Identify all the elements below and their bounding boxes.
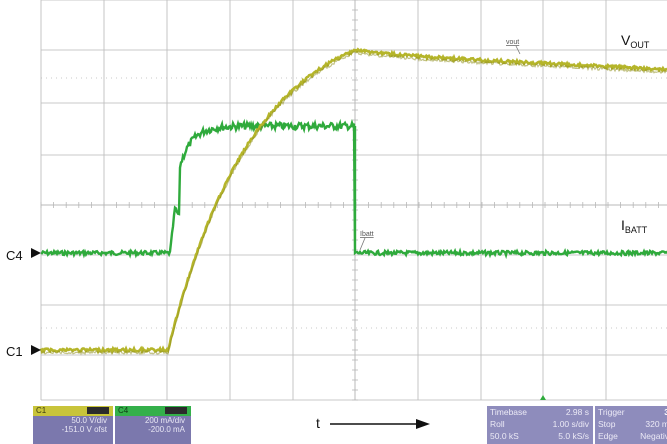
timebase-samples: 50.0 kS: [490, 431, 519, 441]
vout-trace-noise: [40, 51, 667, 356]
channel-c1-name: C1: [36, 406, 47, 415]
vout-trace: [39, 47, 667, 356]
timebase-descriptor[interactable]: Timebase 2.98 s Roll 1.00 s/div 50.0 kS …: [487, 406, 593, 444]
timebase-mode-row: Roll 1.00 s/div: [487, 418, 593, 430]
trigger-slope: Negativ: [640, 431, 667, 441]
trigger-mode-row: Stop 320 m: [595, 418, 667, 430]
ibatt-trace: [40, 118, 667, 260]
timebase-title-row: Timebase 2.98 s: [487, 406, 593, 418]
trigger-type: Edge: [598, 431, 618, 441]
trigger-title-row: Trigger 3: [595, 406, 667, 418]
time-axis-label: t: [316, 415, 320, 431]
channel-c1-scale: 50.0 V/div: [71, 416, 107, 425]
c4-marker-arrow-icon: [31, 248, 41, 258]
trigger-title: Trigger: [598, 407, 625, 417]
channel-c4-name: C4: [118, 406, 129, 415]
channel-c4-header: C4: [115, 406, 191, 416]
trigger-level: 320 m: [645, 419, 667, 429]
vout-tag-leader: [515, 45, 521, 55]
trigger-type-row: Edge Negativ: [595, 430, 667, 442]
timebase-scale: 1.00 s/div: [552, 419, 589, 429]
c4-marker-label: C4: [6, 248, 23, 263]
ibatt-tag: Ibatt: [360, 231, 374, 238]
channel-c4-badge: [165, 407, 187, 414]
trigger-descriptor[interactable]: Trigger 3 Stop 320 m Edge Negativ: [595, 406, 667, 444]
c1-marker-label: C1: [6, 344, 23, 359]
channel-c1-offset: -151.0 V ofst: [61, 425, 107, 434]
trigger-mode: Stop: [598, 419, 616, 429]
channel-c4-offset: -200.0 mA: [148, 425, 185, 434]
timebase-samples-row: 50.0 kS 5.0 kS/s: [487, 430, 593, 442]
timebase-rate: 5.0 kS/s: [558, 431, 589, 441]
channel-c1-badge: [87, 407, 109, 414]
channel-c1-header: C1: [33, 406, 113, 416]
timebase-mode: Roll: [490, 419, 505, 429]
time-arrow-icon: [416, 419, 430, 429]
channel-c4-descriptor[interactable]: C4 200 mA/div -200.0 mA: [115, 406, 191, 444]
ibatt-tag-leader: [359, 237, 366, 251]
c1-marker-arrow-icon: [31, 345, 41, 355]
trigger-extra: 3: [664, 407, 667, 417]
timebase-value: 2.98 s: [565, 407, 589, 417]
trigger-position-icon: [540, 395, 546, 400]
channel-c4-scale: 200 mA/div: [144, 416, 185, 425]
vout-label: VOUT: [621, 32, 650, 50]
channel-c1-descriptor[interactable]: C1 50.0 V/div -151.0 V ofst: [33, 406, 113, 444]
vout-tag: vout: [506, 39, 519, 46]
timebase-title: Timebase: [490, 407, 528, 417]
ibatt-label: IBATT: [621, 217, 648, 235]
